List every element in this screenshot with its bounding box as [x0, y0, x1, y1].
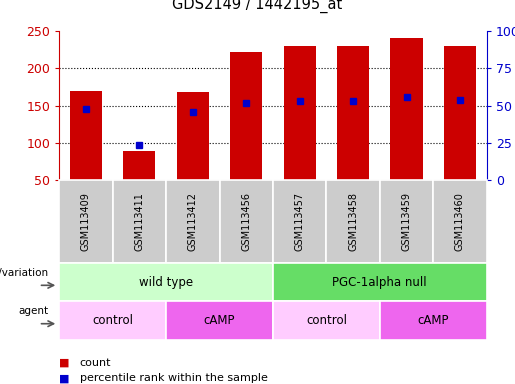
Text: GSM113456: GSM113456 — [241, 192, 251, 251]
Text: GSM113409: GSM113409 — [81, 192, 91, 251]
Text: wild type: wild type — [139, 276, 193, 289]
Text: ■: ■ — [59, 358, 70, 368]
Text: percentile rank within the sample: percentile rank within the sample — [80, 373, 268, 383]
Bar — [230, 52, 262, 180]
Text: GSM113459: GSM113459 — [402, 192, 411, 251]
Text: GSM113411: GSM113411 — [134, 192, 144, 251]
Text: genotype/variation: genotype/variation — [0, 268, 49, 278]
Bar — [337, 46, 369, 180]
Text: cAMP: cAMP — [418, 314, 449, 327]
Bar — [284, 46, 316, 180]
Text: control: control — [306, 314, 347, 327]
Text: GSM113460: GSM113460 — [455, 192, 465, 251]
Text: PGC-1alpha null: PGC-1alpha null — [333, 276, 427, 289]
Bar — [390, 38, 422, 180]
Text: count: count — [80, 358, 111, 368]
Bar — [177, 92, 209, 180]
Text: GSM113458: GSM113458 — [348, 192, 358, 251]
Text: ■: ■ — [59, 373, 70, 383]
Text: GSM113457: GSM113457 — [295, 192, 305, 251]
Bar — [70, 91, 102, 180]
Text: control: control — [92, 314, 133, 327]
Text: agent: agent — [19, 306, 49, 316]
Text: GDS2149 / 1442195_at: GDS2149 / 1442195_at — [173, 0, 342, 13]
Bar — [123, 151, 156, 180]
Text: cAMP: cAMP — [204, 314, 235, 327]
Text: GSM113412: GSM113412 — [188, 192, 198, 251]
Bar — [444, 46, 476, 180]
